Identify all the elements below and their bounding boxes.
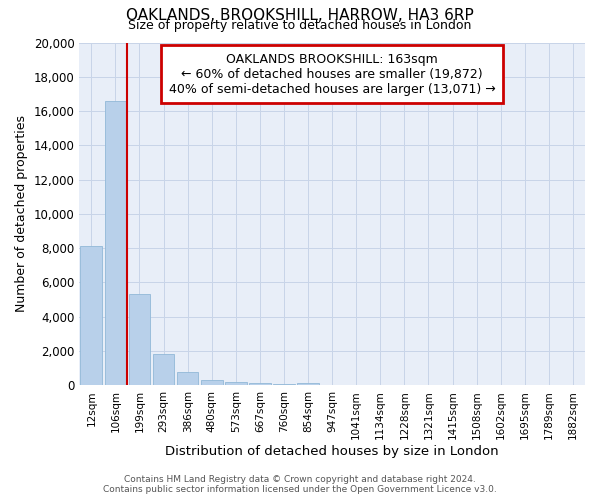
Text: Contains HM Land Registry data © Crown copyright and database right 2024.
Contai: Contains HM Land Registry data © Crown c…	[103, 474, 497, 494]
Bar	[273, 384, 295, 386]
Bar	[297, 383, 319, 386]
Bar	[177, 372, 199, 386]
Text: OAKLANDS BROOKSHILL: 163sqm  
← 60% of detached houses are smaller (19,872)
40% : OAKLANDS BROOKSHILL: 163sqm ← 60% of det…	[169, 53, 496, 96]
Bar	[153, 354, 175, 386]
Bar	[201, 380, 223, 386]
Text: OAKLANDS, BROOKSHILL, HARROW, HA3 6RP: OAKLANDS, BROOKSHILL, HARROW, HA3 6RP	[126, 8, 474, 22]
Bar	[225, 382, 247, 386]
Text: Size of property relative to detached houses in London: Size of property relative to detached ho…	[128, 18, 472, 32]
Bar	[104, 101, 126, 386]
X-axis label: Distribution of detached houses by size in London: Distribution of detached houses by size …	[166, 444, 499, 458]
Bar	[128, 294, 151, 386]
Bar	[249, 383, 271, 386]
Y-axis label: Number of detached properties: Number of detached properties	[15, 116, 28, 312]
Bar	[80, 246, 102, 386]
